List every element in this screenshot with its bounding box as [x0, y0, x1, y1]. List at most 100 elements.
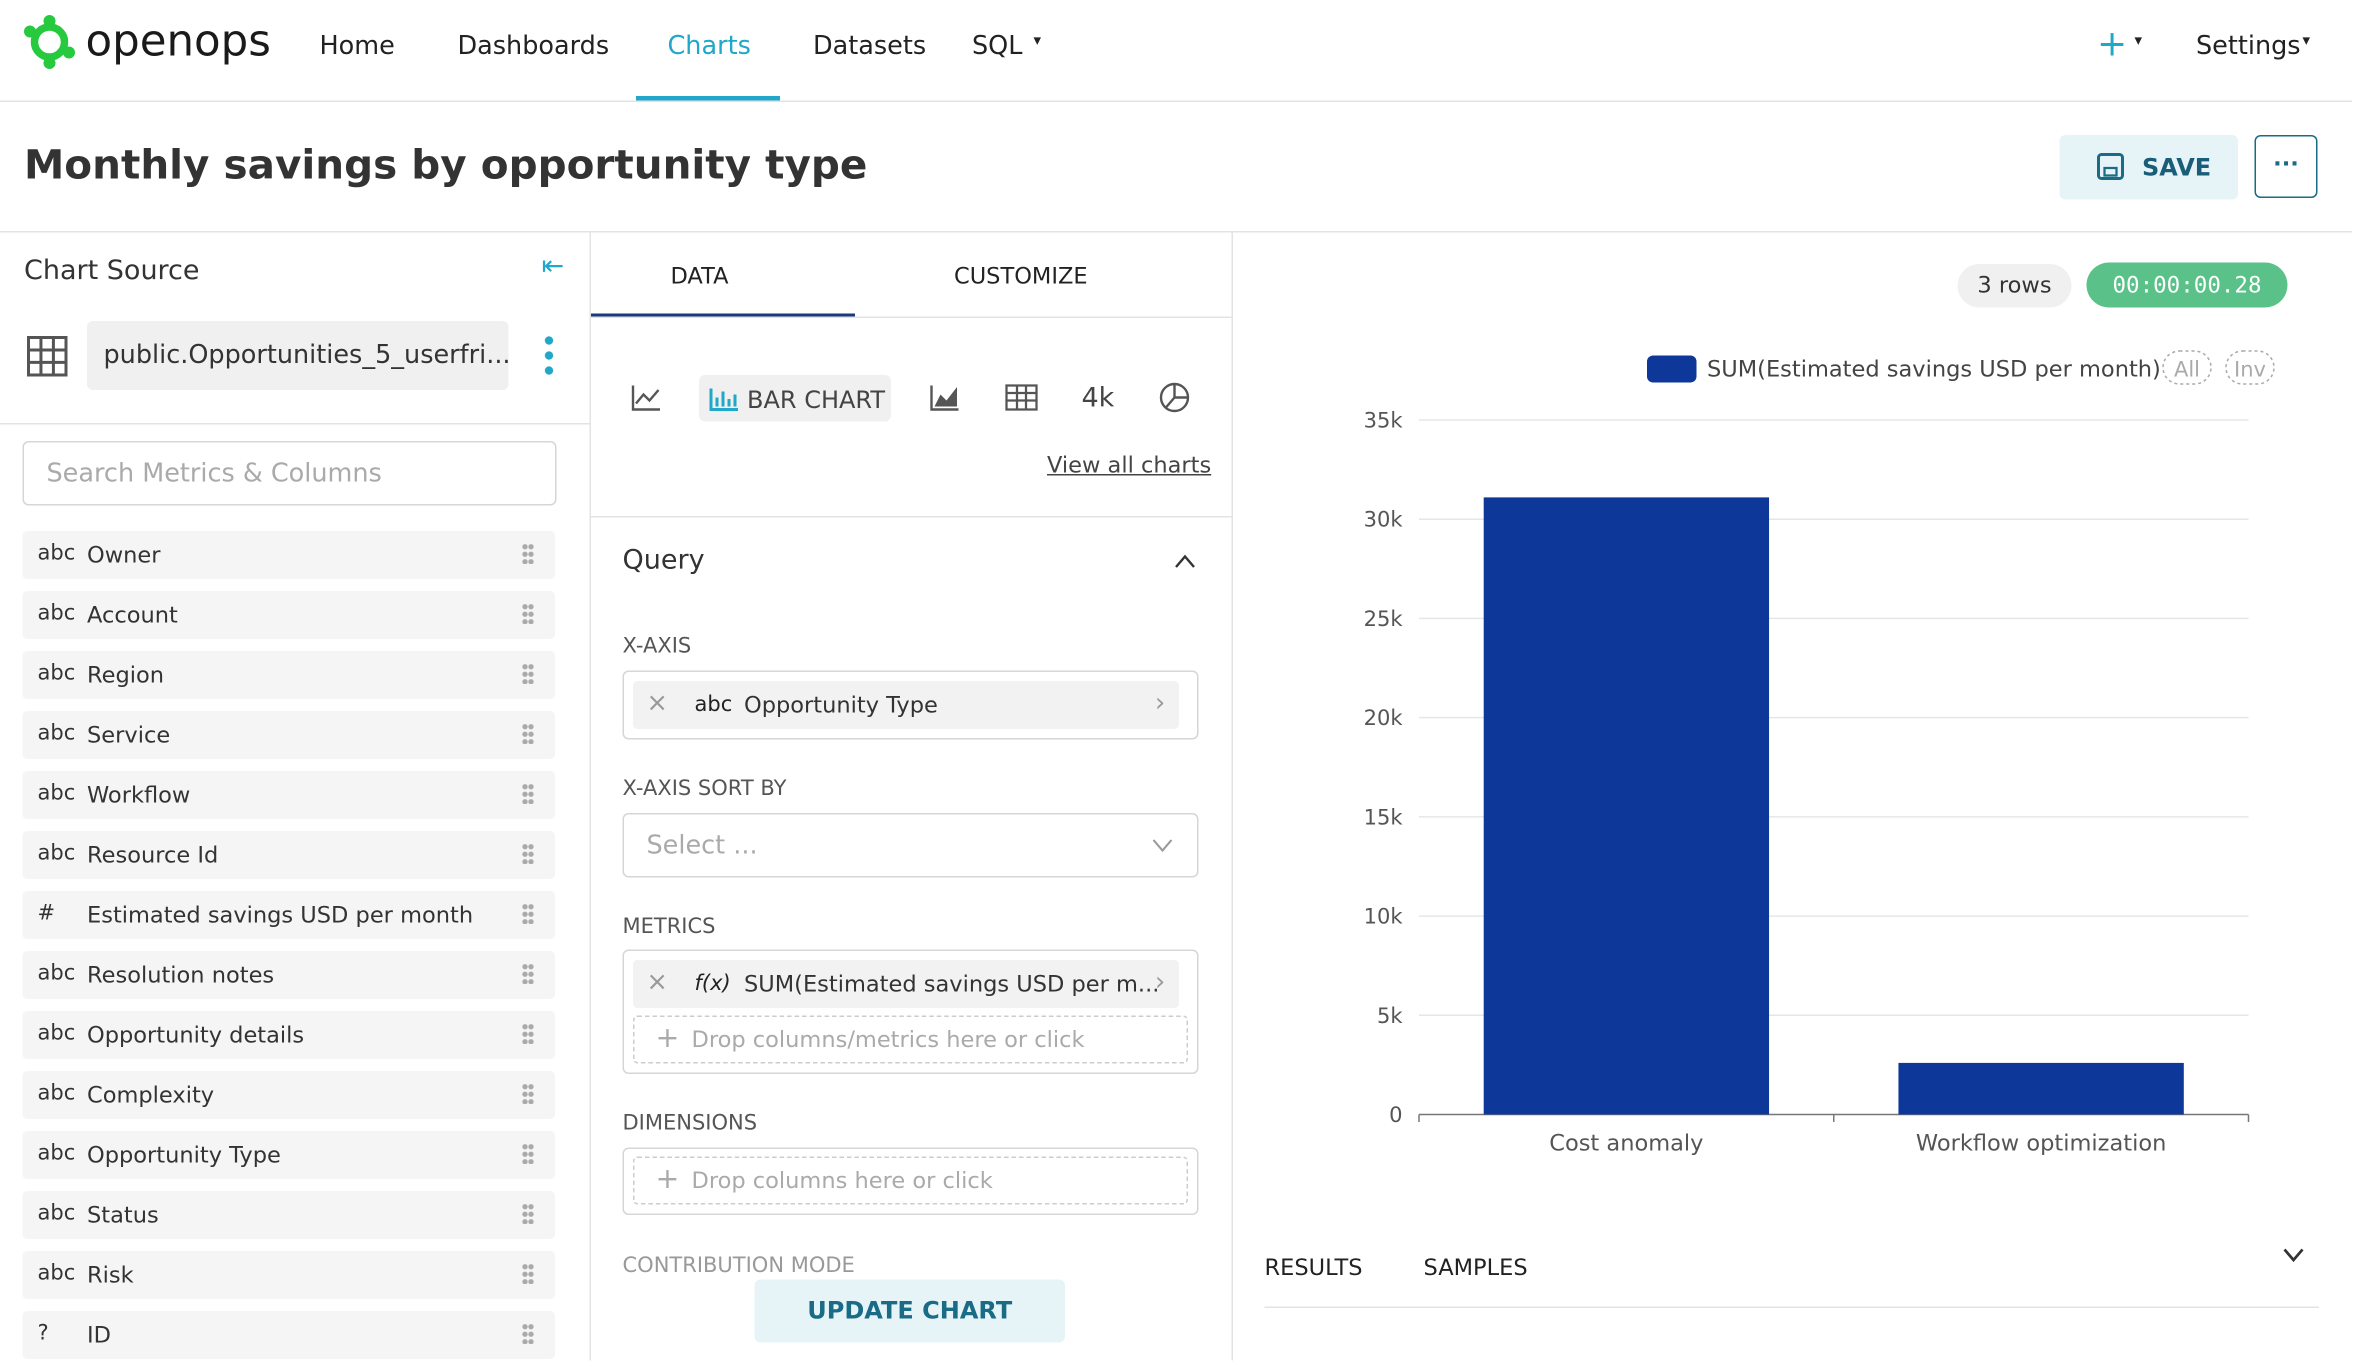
drag-handle	[522, 603, 534, 624]
drag-handle	[522, 963, 534, 984]
x-axis-pill[interactable]: × abc Opportunity Type ›	[633, 681, 1179, 729]
nav-item[interactable]: Dashboards	[457, 31, 610, 62]
column-item[interactable]: abc Resolution notes	[22, 951, 555, 999]
nav-item[interactable]: SQL	[972, 31, 1023, 62]
update-button[interactable]: UPDATE CHART	[754, 1279, 1065, 1343]
area-icon[interactable]	[929, 383, 962, 413]
column-name: Opportunity Type	[87, 1141, 281, 1169]
y-tick-label: 0	[1389, 1103, 1402, 1127]
y-tick-label: 25k	[1364, 607, 1404, 631]
dataset-menu[interactable]	[544, 333, 554, 378]
bar-icon	[709, 388, 738, 411]
section-title: Query	[622, 544, 705, 577]
field-label: METRICS	[622, 915, 716, 939]
column-type: abc	[37, 661, 76, 686]
metrics-drop[interactable]: + Drop columns/metrics here or click	[633, 1015, 1188, 1064]
divider	[0, 100, 2352, 102]
column-type: abc	[37, 1261, 76, 1286]
divider	[0, 423, 590, 425]
field-label: X-AXIS SORT BY	[622, 777, 787, 801]
drag-handle	[522, 1323, 534, 1344]
brand: openops	[85, 15, 271, 66]
metric-pill[interactable]: × f(x) SUM(Estimated savings USD per m..…	[633, 960, 1179, 1008]
expand-icon[interactable]	[2282, 1247, 2306, 1265]
collapse-button[interactable]: ⇤	[541, 250, 565, 283]
tab[interactable]: DATA	[670, 262, 729, 290]
tab[interactable]: CUSTOMIZE	[954, 262, 1088, 290]
column-item[interactable]: abc Opportunity Type	[22, 1131, 555, 1179]
bar-chart-button[interactable]: BAR CHART	[699, 375, 891, 422]
nav-item[interactable]: Datasets	[813, 31, 927, 62]
sort-select[interactable]: Select ...	[622, 813, 1199, 878]
column-name: Estimated savings USD per month	[87, 901, 474, 929]
dropdown-icon	[1152, 839, 1173, 853]
column-type: abc	[37, 781, 76, 806]
add-button[interactable]: +	[2097, 22, 2128, 65]
column-item[interactable]: abc Complexity	[22, 1071, 555, 1119]
nav-item[interactable]: Charts	[667, 31, 751, 62]
column-item[interactable]: # Estimated savings USD per month	[22, 891, 555, 939]
drag-handle	[522, 543, 534, 564]
view-all-link[interactable]: View all charts	[1047, 451, 1212, 479]
column-name: Workflow	[87, 781, 191, 809]
chevron: ›	[1155, 967, 1166, 998]
column-item[interactable]: abc Account	[22, 591, 555, 639]
column-name: Resource Id	[87, 841, 219, 869]
chevron: ›	[1155, 688, 1166, 719]
column-type: abc	[37, 961, 76, 986]
remove-icon[interactable]: ×	[646, 967, 668, 998]
caret: ▾	[2302, 33, 2311, 50]
legend-control[interactable]	[2225, 350, 2275, 385]
column-item[interactable]: abc Owner	[22, 531, 555, 579]
table-icon	[27, 336, 68, 377]
legend-label: SUM(Estimated savings USD per month)	[1707, 357, 2161, 383]
legend-control-label: All	[2174, 358, 2200, 382]
column-item[interactable]: abc Resource Id	[22, 831, 555, 879]
dimensions-drop[interactable]: + Drop columns here or click	[633, 1156, 1188, 1205]
tab-active	[591, 313, 855, 318]
line-chart-icon[interactable]	[630, 383, 663, 413]
panel-title: Chart Source	[24, 255, 200, 287]
save-button[interactable]: SAVE	[2059, 135, 2238, 200]
column-item[interactable]: ? ID	[22, 1311, 555, 1359]
save-label: SAVE	[2142, 153, 2212, 182]
x-axis-field: × abc Opportunity Type ›	[622, 670, 1199, 740]
divider	[591, 316, 1232, 318]
y-tick-label: 15k	[1364, 805, 1404, 829]
column-item[interactable]: abc Opportunity details	[22, 1011, 555, 1059]
more-button[interactable]: ···	[2254, 135, 2318, 198]
results-tab[interactable]: RESULTS	[1264, 1254, 1363, 1281]
y-tick-label: 20k	[1364, 706, 1404, 730]
chart: 0 5k 10k 15k 20k 25k 30k 35k Cost anomaly Workflo…	[1364, 350, 2275, 1157]
legend-control-label: Inv	[2234, 358, 2266, 382]
results-tab[interactable]: SAMPLES	[1423, 1254, 1528, 1281]
remove-icon[interactable]: ×	[646, 688, 668, 719]
big-number-button[interactable]: 4k	[1081, 382, 1115, 415]
column-item[interactable]: abc Workflow	[22, 771, 555, 819]
column-type: abc	[694, 693, 733, 717]
column-type: abc	[37, 541, 76, 566]
pie-icon[interactable]	[1158, 381, 1191, 414]
column-item[interactable]: abc Risk	[22, 1251, 555, 1299]
column-type: abc	[37, 841, 76, 866]
column-name: ID	[87, 1321, 111, 1349]
column-item[interactable]: abc Status	[22, 1191, 555, 1239]
column-name: Account	[87, 601, 178, 629]
column-item[interactable]: abc Region	[22, 651, 555, 699]
search-placeholder: Search Metrics & Columns	[46, 459, 382, 489]
nav-item[interactable]: Home	[319, 31, 395, 62]
table-chart-icon[interactable]	[1005, 384, 1038, 411]
dataset-select[interactable]: public.Opportunities_5_userfri...	[87, 321, 511, 390]
column-item[interactable]: abc Service	[22, 711, 555, 759]
plus-icon: +	[655, 1021, 680, 1055]
divider	[1231, 232, 1233, 1361]
field-label: X-AXIS	[622, 634, 692, 659]
settings[interactable]: Settings	[2196, 31, 2301, 62]
collapse-icon[interactable]	[1173, 552, 1197, 570]
column-type: abc	[37, 721, 76, 746]
search-input[interactable]: Search Metrics & Columns	[22, 441, 557, 506]
legend-control[interactable]	[2162, 350, 2212, 385]
drag-handle	[522, 1143, 534, 1164]
column-name: Service	[87, 721, 171, 749]
